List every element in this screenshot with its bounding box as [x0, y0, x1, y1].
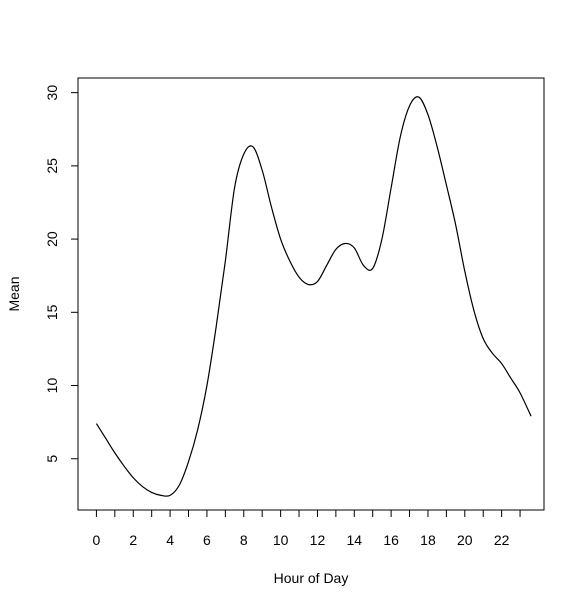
x-tick-label: 2 — [129, 532, 137, 548]
x-axis-title: Hour of Day — [274, 570, 349, 586]
plot-box — [77, 77, 545, 511]
x-tick-label: 20 — [457, 532, 473, 548]
x-tick-label: 12 — [310, 532, 326, 548]
y-tick-label: 5 — [44, 455, 60, 463]
x-tick-label: 18 — [420, 532, 436, 548]
x-tick-label: 14 — [346, 532, 362, 548]
x-tick-label: 10 — [273, 532, 289, 548]
x-axis: 0 2 4 6 8 10 12 14 16 18 20 22 — [93, 509, 521, 548]
y-tick-label: 10 — [44, 378, 60, 394]
y-tick-label: 25 — [44, 158, 60, 174]
y-axis-title: Mean — [6, 276, 22, 311]
x-tick-label: 4 — [166, 532, 174, 548]
x-tick-label: 22 — [494, 532, 510, 548]
y-axis: 5 10 15 20 25 30 — [44, 85, 79, 463]
y-tick-label: 15 — [44, 304, 60, 320]
x-tick-label: 8 — [240, 532, 248, 548]
x-tick-label: 6 — [203, 532, 211, 548]
y-tick-label: 20 — [44, 231, 60, 247]
x-tick-label: 16 — [383, 532, 399, 548]
series-line — [95, 96, 532, 497]
y-tick-label: 30 — [44, 85, 60, 101]
x-tick-label: 0 — [93, 532, 101, 548]
